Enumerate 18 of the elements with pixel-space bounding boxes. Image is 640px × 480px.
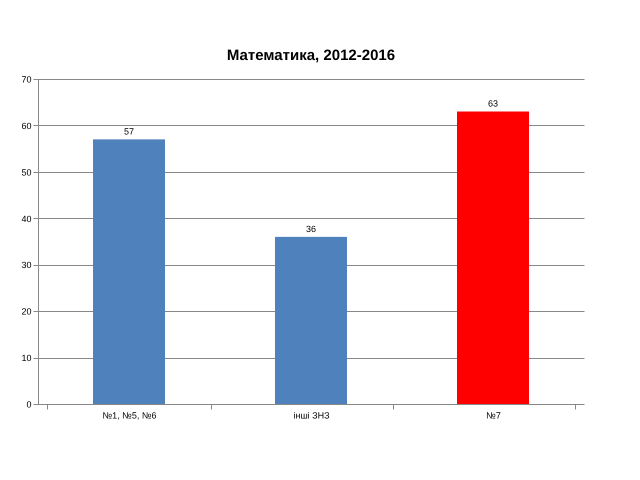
y-tick-label: 0 — [26, 400, 32, 410]
y-tick-label: 30 — [21, 260, 32, 270]
y-tick-label: 60 — [21, 120, 32, 131]
x-tick-label: №7 — [486, 410, 501, 420]
chart-title: Математика, 2012-2016 — [226, 47, 396, 64]
bar — [457, 112, 529, 404]
bar — [275, 236, 347, 404]
y-tick-label: 10 — [21, 353, 32, 364]
x-tick-label: №1, №5, №6 — [102, 410, 156, 420]
data-label: 63 — [488, 98, 498, 108]
x-tick-label: інші ЗНЗ — [293, 410, 330, 420]
data-label: 36 — [306, 224, 316, 234]
y-tick-label: 40 — [21, 214, 32, 224]
bar — [93, 139, 165, 404]
y-tick-label: 70 — [21, 74, 32, 84]
y-tick-label: 20 — [21, 306, 32, 317]
y-tick-label: 50 — [21, 167, 32, 178]
data-label: 57 — [124, 126, 134, 136]
